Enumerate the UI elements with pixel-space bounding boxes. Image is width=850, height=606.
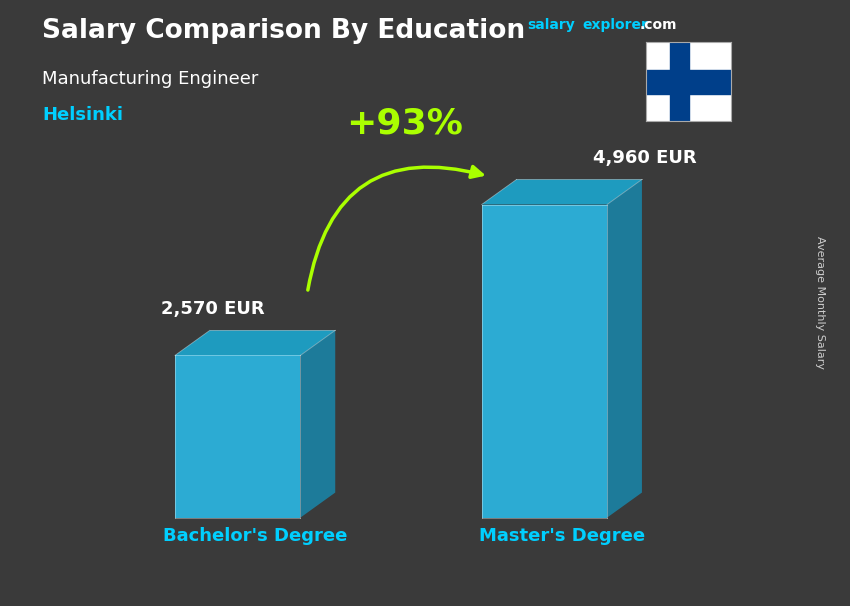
Text: .com: .com [639,18,677,32]
Text: 2,570 EUR: 2,570 EUR [161,300,264,318]
Text: Helsinki: Helsinki [42,106,123,124]
Text: 4,960 EUR: 4,960 EUR [593,149,697,167]
Bar [646,70,731,93]
Polygon shape [300,330,335,518]
Polygon shape [482,179,642,204]
Text: explorer: explorer [582,18,648,32]
Polygon shape [482,204,607,518]
Text: Manufacturing Engineer: Manufacturing Engineer [42,70,259,88]
Polygon shape [175,330,335,355]
Bar [670,42,689,121]
Polygon shape [607,179,642,518]
Text: +93%: +93% [347,106,463,140]
Text: Bachelor's Degree: Bachelor's Degree [163,527,348,545]
Text: Salary Comparison By Education: Salary Comparison By Education [42,18,525,44]
Polygon shape [175,355,300,518]
Text: Master's Degree: Master's Degree [479,527,645,545]
Text: salary: salary [527,18,575,32]
Text: Average Monthly Salary: Average Monthly Salary [815,236,825,370]
